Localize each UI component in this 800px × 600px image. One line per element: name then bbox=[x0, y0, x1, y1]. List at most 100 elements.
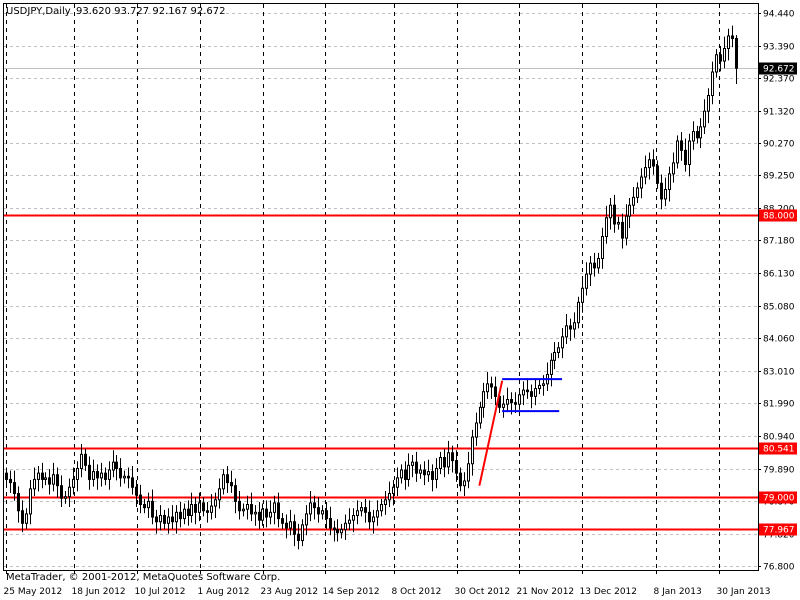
price-tick-label: 87.180 bbox=[763, 237, 795, 247]
candle-bullish bbox=[640, 176, 643, 189]
candle-bearish bbox=[336, 529, 339, 534]
candle-bullish bbox=[605, 217, 608, 238]
candle-bullish bbox=[676, 140, 679, 164]
candlestick-series bbox=[5, 25, 738, 550]
candle-bearish bbox=[171, 516, 174, 523]
candle-bullish bbox=[577, 301, 580, 324]
candle-bullish bbox=[92, 471, 95, 480]
candle-bullish bbox=[340, 529, 343, 534]
candle-bearish bbox=[293, 521, 296, 535]
candle-bearish bbox=[735, 37, 738, 69]
candle-bearish bbox=[88, 464, 91, 480]
level-badge bbox=[759, 442, 797, 455]
candle-bearish bbox=[48, 477, 51, 485]
candle-bullish bbox=[672, 162, 675, 175]
candle-bullish bbox=[175, 511, 178, 523]
current-price-badge bbox=[759, 62, 797, 75]
level-badge-label: 80.541 bbox=[763, 445, 795, 455]
candle-bullish bbox=[467, 463, 470, 482]
candle-bullish bbox=[44, 477, 47, 480]
candle-bearish bbox=[593, 262, 596, 269]
candle-bearish bbox=[423, 469, 426, 476]
candle-bullish bbox=[703, 110, 706, 128]
time-tick-label: 18 Jun 2012 bbox=[72, 587, 126, 597]
time-tick-label: 25 May 2012 bbox=[4, 587, 63, 597]
candle-bearish bbox=[194, 503, 197, 513]
trend-line[interactable] bbox=[478, 380, 504, 486]
candle-bullish bbox=[565, 325, 568, 338]
time-tick-label: 10 Jul 2012 bbox=[135, 587, 186, 597]
candle-bullish bbox=[254, 511, 257, 515]
level-badge-label: 79.000 bbox=[763, 494, 795, 504]
time-tick-label: 30 Oct 2012 bbox=[455, 587, 511, 597]
candle-bearish bbox=[660, 182, 663, 200]
price-tick-label: 89.250 bbox=[763, 172, 795, 182]
candle-bearish bbox=[431, 471, 434, 480]
candle-bearish bbox=[277, 502, 280, 520]
time-tick-label: 8 Oct 2012 bbox=[392, 587, 442, 597]
candle-bullish bbox=[463, 480, 466, 487]
candle-bearish bbox=[21, 510, 24, 524]
candle-bearish bbox=[514, 402, 517, 405]
candle-bearish bbox=[333, 527, 336, 531]
candle-bearish bbox=[163, 514, 166, 524]
candle-bullish bbox=[376, 510, 379, 518]
candle-bullish bbox=[112, 461, 115, 471]
candle-bullish bbox=[711, 71, 714, 97]
candle-bearish bbox=[368, 511, 371, 523]
level-badge-label: 77.967 bbox=[763, 526, 795, 536]
candle-bearish bbox=[285, 522, 288, 529]
candle-bearish bbox=[17, 493, 20, 512]
level-badge bbox=[759, 491, 797, 504]
candle-bearish bbox=[202, 502, 205, 512]
candle-bullish bbox=[246, 503, 249, 510]
candle-bearish bbox=[119, 467, 122, 479]
candle-bullish bbox=[506, 399, 509, 405]
time-tick-label: 8 Jan 2013 bbox=[654, 587, 702, 597]
candle-bearish bbox=[455, 460, 458, 474]
time-tick-label: 30 Jan 2013 bbox=[717, 587, 771, 597]
candle-bearish bbox=[731, 35, 734, 39]
candle-bearish bbox=[230, 482, 233, 487]
candle-bullish bbox=[723, 48, 726, 62]
candle-bullish bbox=[100, 472, 103, 479]
horizontal-levels[interactable] bbox=[4, 214, 758, 531]
time-axis[interactable]: 25 May 2012 18 Jun 2012 10 Jul 2012 1 Aug 2… bbox=[4, 570, 771, 597]
candle-bullish bbox=[372, 516, 375, 523]
candle-bearish bbox=[325, 510, 328, 520]
candle-bearish bbox=[404, 469, 407, 480]
candle-bullish bbox=[380, 503, 383, 512]
candle-bullish bbox=[305, 513, 308, 526]
candle-bullish bbox=[348, 519, 351, 524]
level-badge bbox=[759, 209, 797, 222]
price-axis[interactable]: 94.44093.39092.37091.32090.27089.25088.2… bbox=[758, 10, 797, 573]
candle-bullish bbox=[715, 54, 718, 73]
candle-bullish bbox=[518, 394, 521, 405]
price-tick-label: 92.370 bbox=[763, 75, 795, 85]
copyright-label: MetaTrader, © 2001-2012, MetaQuotes Soft… bbox=[6, 572, 280, 583]
candle-bearish bbox=[179, 511, 182, 520]
candle-bullish bbox=[210, 505, 213, 513]
candle-bearish bbox=[139, 494, 142, 505]
candle-bullish bbox=[625, 215, 628, 239]
candle-bullish bbox=[482, 391, 485, 408]
candle-bullish bbox=[344, 522, 347, 531]
candle-bearish bbox=[96, 471, 99, 479]
candle-bullish bbox=[664, 189, 667, 200]
candle-bearish bbox=[104, 472, 107, 480]
candle-bullish bbox=[37, 472, 40, 480]
candle-bullish bbox=[269, 511, 272, 518]
candle-bullish bbox=[522, 389, 525, 396]
symbol-label: USDJPY,Daily bbox=[6, 6, 71, 17]
candle-bullish bbox=[597, 257, 600, 269]
candle-bearish bbox=[313, 502, 316, 509]
candle-bearish bbox=[621, 221, 624, 239]
price-tick-label: 84.060 bbox=[763, 335, 795, 345]
candle-bearish bbox=[451, 452, 454, 462]
candle-bearish bbox=[155, 516, 158, 523]
candle-bearish bbox=[226, 474, 229, 484]
drawn-objects[interactable] bbox=[478, 378, 563, 486]
candle-bullish bbox=[68, 486, 71, 498]
candle-bullish bbox=[261, 508, 264, 521]
